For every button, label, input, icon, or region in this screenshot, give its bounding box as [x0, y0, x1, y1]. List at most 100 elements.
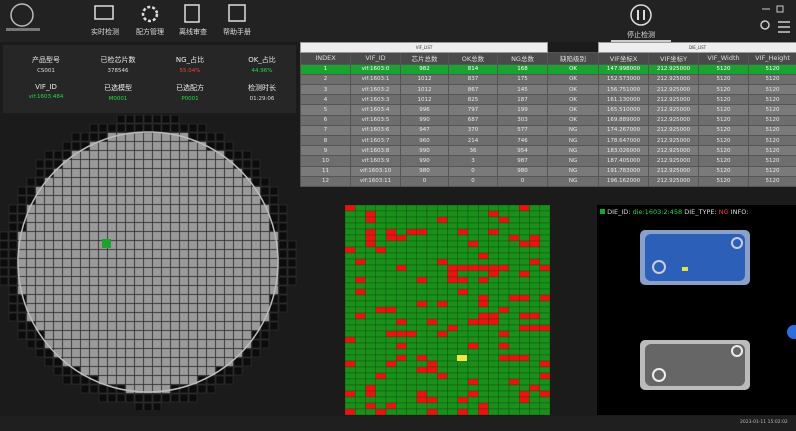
die-cell	[416, 378, 428, 386]
column-header: 芯片总数	[400, 51, 449, 65]
die-cell	[447, 222, 458, 230]
die-cell	[529, 324, 540, 332]
wafer-cell	[116, 177, 126, 187]
die-cell	[488, 342, 499, 350]
table-cell: 2	[300, 73, 351, 86]
die-cell	[539, 348, 550, 356]
wafer-cell	[143, 249, 153, 259]
die-cell	[519, 294, 530, 302]
die-cell	[467, 252, 479, 260]
table-row[interactable]: 11 vif:1603:10 980 0 980 NG 191.783000 212.9250…	[300, 165, 796, 177]
table-row[interactable]: 10 vif:1603:9 990 3 987 NG 187.405000 212.92500…	[300, 155, 796, 167]
wafer-cell	[53, 294, 63, 304]
die-cell	[447, 324, 458, 332]
table-cell: NG	[547, 124, 600, 137]
die-cell	[416, 234, 428, 242]
table-cell: 987	[496, 155, 549, 167]
wafer-cell	[206, 249, 216, 259]
die-cell	[437, 246, 448, 254]
wafer-cell	[179, 303, 189, 313]
wafer-cell	[35, 276, 45, 286]
die-cell	[478, 205, 489, 212]
die-cell	[519, 336, 530, 344]
nav-item[interactable]: 离线审查	[179, 28, 207, 36]
menu-icon[interactable]	[778, 21, 790, 33]
wafer-cell	[152, 168, 162, 178]
die-cell	[478, 234, 489, 242]
die-cell	[519, 390, 530, 398]
wafer-cell	[125, 115, 135, 124]
table-row[interactable]: 8 vif:1603:7 960 214 746 NG 178.647000 212.9250…	[300, 134, 796, 147]
wafer-cell	[8, 276, 18, 286]
wafer-cell	[251, 312, 261, 322]
wafer-cell	[35, 294, 45, 304]
table-row[interactable]: 12 vif:1603:11 0 0 0 NG 196.162000 212.925000 51…	[300, 175, 796, 187]
die-cell	[406, 366, 417, 374]
die-cell	[447, 360, 458, 368]
wafer-cell	[260, 267, 270, 277]
table-row[interactable]: 6 vif:1603:5 990 687 303 OK 169.889000 212.9250…	[300, 114, 796, 126]
wafer-cell	[53, 366, 63, 376]
die-cell	[519, 234, 530, 242]
table-row[interactable]: 1 vif:1603:0 982 814 168 OK 147.998000 212.9250…	[300, 63, 796, 75]
die-cell	[498, 205, 510, 212]
table-row[interactable]: 9 vif:1603:8 990 36 954 NG 183.026000 212.92500…	[300, 145, 796, 157]
stat-label: OK_占比	[248, 56, 276, 64]
die-cell	[508, 300, 520, 308]
wafer-cell	[17, 195, 27, 205]
wafer-cell	[188, 132, 198, 142]
wafer-cell	[134, 402, 144, 410]
wafer-cell	[224, 330, 234, 340]
die-cell	[437, 205, 448, 212]
wafer-cell	[161, 123, 171, 133]
wafer-cell	[89, 339, 99, 349]
die-cell	[345, 228, 356, 236]
table-row[interactable]: 4 vif:1603:3 1012 825 187 OK 161.130000 212.925…	[300, 94, 796, 106]
pause-icon[interactable]	[630, 4, 652, 26]
die-cell	[355, 330, 366, 338]
die-cell	[467, 318, 479, 326]
wafer-cell	[53, 231, 63, 241]
die-cell	[508, 408, 520, 415]
wafer-cell	[62, 267, 72, 277]
table-row[interactable]: 7 vif:1603:6 947 370 577 NG 174.267000 212.9250…	[300, 124, 796, 137]
nav-item[interactable]: 配方管理	[136, 28, 164, 36]
user-icon[interactable]	[760, 20, 770, 30]
die-cell	[355, 252, 366, 260]
wafer-cell	[251, 294, 261, 304]
side-toggle[interactable]	[787, 325, 796, 339]
wafer-cell	[71, 177, 81, 187]
wafer-cell	[143, 384, 153, 394]
maximize[interactable]	[776, 5, 784, 13]
stat: 已选模型 M0001	[83, 83, 153, 102]
wafer-cell	[125, 330, 135, 340]
table-row[interactable]: 3 vif:1603:2 1012 867 145 OK 156.751000 212.925…	[300, 84, 796, 96]
nav-item[interactable]: 帮助手册	[223, 28, 251, 36]
table-row[interactable]: 2 vif:1603:1 1012 837 175 OK 152.573000 212.925…	[300, 73, 796, 86]
wafer-cell	[134, 285, 144, 295]
wafer-cell	[188, 159, 198, 169]
die-cell	[385, 252, 397, 260]
wafer-cell	[80, 168, 90, 178]
table-cell: 5120	[698, 165, 750, 177]
die-cell	[498, 390, 510, 398]
wafer-cell	[125, 222, 135, 232]
die-cell	[365, 276, 376, 284]
die-cell	[447, 378, 458, 386]
wafer-cell	[35, 204, 45, 214]
wafer-cell	[188, 195, 198, 205]
wafer-cell	[98, 384, 108, 394]
wafer-cell	[206, 159, 216, 169]
die-cell	[365, 288, 376, 296]
wafer-cell	[71, 249, 81, 259]
die-cell	[508, 330, 520, 338]
stop-button[interactable]: 停止检测	[627, 31, 655, 39]
table-row[interactable]: 5 vif:1603:4 996 797 199 OK 165.510000 212.9250…	[300, 104, 796, 116]
nav-item[interactable]: 实时检测	[91, 28, 119, 36]
wafer-cell	[98, 204, 108, 214]
die-cell	[365, 300, 376, 308]
table-cell: 3	[300, 84, 351, 96]
wafer-cell	[233, 195, 243, 205]
wafer-cell	[161, 231, 171, 241]
wafer-cell	[161, 312, 171, 322]
